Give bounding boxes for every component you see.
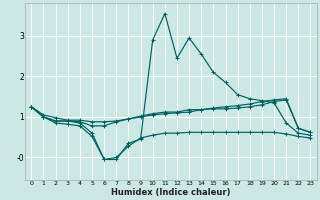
X-axis label: Humidex (Indice chaleur): Humidex (Indice chaleur) bbox=[111, 188, 231, 197]
